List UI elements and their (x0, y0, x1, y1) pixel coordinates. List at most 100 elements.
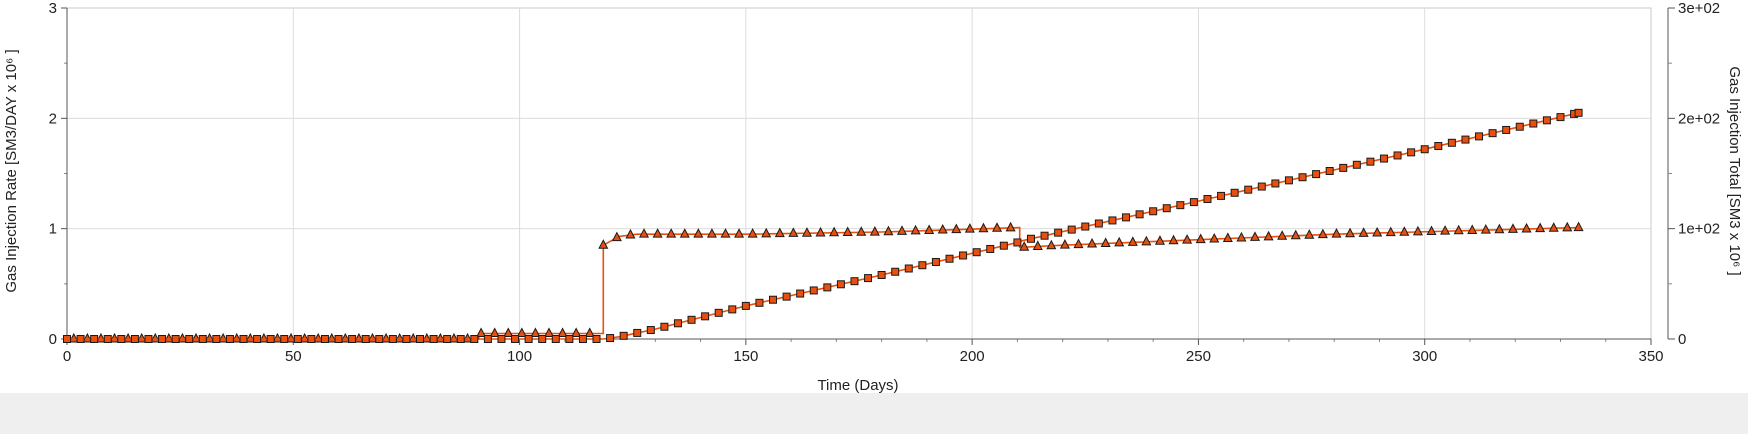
data-point-square (1244, 185, 1253, 194)
data-point-square (443, 335, 452, 343)
data-point-triangle (1277, 230, 1288, 240)
data-point-triangle (1182, 234, 1193, 244)
data-point-square (578, 335, 587, 343)
data-point-square (171, 335, 180, 343)
data-point-square (714, 308, 723, 317)
series-triangle (67, 221, 1584, 343)
data-point-triangle (421, 332, 432, 343)
y-right-tick-label: 1e+02 (1678, 221, 1720, 238)
data-point-square (1203, 195, 1212, 204)
data-point-square (864, 274, 873, 283)
data-point-triangle (1372, 226, 1383, 237)
data-point-triangle (815, 226, 826, 237)
data-point-square (63, 335, 71, 343)
data-point-square (687, 315, 696, 324)
data-point-triangle (1467, 224, 1478, 234)
data-point-triangle (489, 327, 500, 337)
data-point-triangle (272, 332, 283, 343)
data-point-triangle (1154, 235, 1165, 245)
data-point-triangle (353, 332, 364, 343)
data-point-triangle (163, 332, 174, 343)
data-point-square (1542, 116, 1551, 125)
axes (61, 7, 1675, 345)
data-point-triangle (1100, 237, 1111, 247)
data-point-square (334, 335, 343, 343)
data-point-square (945, 254, 954, 263)
data-point-square (1122, 213, 1131, 222)
data-point-triangle (679, 228, 690, 238)
plot-frame (66, 7, 1652, 340)
data-point-square (1339, 163, 1348, 172)
data-point-square (836, 280, 845, 289)
data-point-triangle (150, 332, 161, 343)
data-point-triangle (856, 226, 867, 236)
data-point-triangle (435, 332, 446, 343)
data-point-square (1094, 219, 1103, 228)
data-point-triangle (109, 332, 120, 343)
data-point-square (972, 248, 981, 257)
data-point-square (1257, 182, 1266, 191)
data-point-square (823, 283, 832, 292)
data-point-triangle (557, 327, 568, 337)
data-point-triangle (666, 228, 677, 238)
data-point-square (253, 335, 262, 343)
data-point-square (1407, 148, 1416, 157)
data-point-square (1271, 179, 1280, 188)
data-point-square (809, 286, 818, 295)
data-point-triangle (285, 332, 297, 343)
data-point-square (402, 335, 411, 343)
data-point-triangle (408, 332, 419, 343)
data-point-triangle (313, 332, 324, 343)
y-axis-left-title: Gas Injection Rate [SM3/DAY x 10⁶ ] (3, 49, 20, 292)
data-point-triangle (68, 332, 79, 343)
series-square (63, 108, 1583, 343)
data-point-triangle (1236, 231, 1247, 242)
data-point-triangle (951, 223, 962, 234)
y-axis-right-title: Gas Injection Total [SM3 x 10⁶ ] (1726, 66, 1743, 275)
grid (66, 7, 1652, 340)
data-point-triangle (136, 332, 147, 343)
data-point-square (1325, 167, 1334, 176)
data-point-square (103, 335, 112, 343)
y-right-tick-label: 3e+02 (1678, 0, 1720, 17)
data-point-triangle (1073, 238, 1084, 249)
data-point-triangle (584, 327, 595, 337)
data-point-triangle (340, 332, 351, 343)
data-point-triangle (747, 227, 758, 238)
data-point-triangle (829, 226, 840, 237)
data-point-triangle (367, 332, 378, 343)
data-point-square (796, 289, 805, 298)
data-point-square (375, 335, 384, 343)
data-point-square (701, 312, 710, 321)
data-point-triangle (869, 226, 880, 236)
data-point-square (1379, 154, 1388, 163)
data-point-triangle (842, 226, 853, 237)
data-point-triangle (1263, 230, 1274, 241)
x-tick-label: 350 (1638, 348, 1663, 365)
data-point-square (185, 335, 194, 343)
data-point-square (619, 331, 628, 340)
data-point-triangle (1412, 225, 1423, 236)
data-point-square (1013, 238, 1022, 247)
data-point-triangle (639, 228, 650, 238)
data-point-square (565, 335, 574, 343)
data-point-square (361, 335, 370, 343)
chart-area: 0 50 100 150 200 250 300 350 0 1 2 3 0 1e+02 2e+02 3e+0… (0, 0, 1748, 394)
data-point-square (388, 335, 397, 343)
data-point-square (538, 335, 547, 343)
data-point-triangle (299, 332, 310, 343)
data-point-square (1162, 204, 1171, 213)
data-point-triangle (1114, 236, 1125, 247)
data-point-triangle (245, 332, 256, 343)
x-axis-title: Time (Days) (817, 377, 898, 393)
y-left-tick-label: 0 (49, 331, 57, 348)
data-point-square (660, 322, 669, 331)
data-point-triangle (1507, 223, 1518, 233)
data-point-square (266, 335, 275, 343)
data-point-square (904, 264, 913, 273)
data-point-triangle (543, 327, 555, 337)
data-point-square (1393, 151, 1402, 160)
data-point-triangle (1290, 229, 1301, 240)
data-point-square (850, 277, 859, 286)
data-point-triangle (883, 225, 894, 236)
